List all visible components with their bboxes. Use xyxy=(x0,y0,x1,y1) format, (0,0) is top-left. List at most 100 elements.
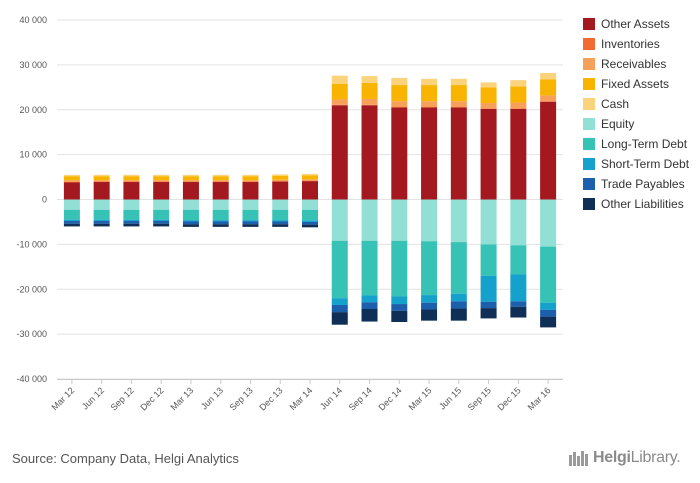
bar-inventories xyxy=(421,107,438,108)
bar-equity xyxy=(242,199,259,210)
bar-fixed-assets xyxy=(331,83,348,100)
x-tick-label: Dec 12 xyxy=(138,385,165,412)
bar-equity xyxy=(540,199,557,247)
bar-other-liabilities xyxy=(331,312,348,325)
bar-trade-payables xyxy=(391,304,408,311)
bar-inventories xyxy=(153,181,170,183)
legend: Other Assets Inventories Receivables Fixed … xyxy=(583,14,700,214)
x-tick-label: Jun 12 xyxy=(80,385,106,411)
bar-trade-payables xyxy=(242,221,259,225)
bar-long-term-debt xyxy=(153,209,170,220)
legend-item-cash[interactable]: Cash xyxy=(583,94,700,114)
bar-fixed-assets xyxy=(272,175,289,180)
bar-cash xyxy=(123,174,140,177)
bar-receivables xyxy=(182,180,199,182)
bar-trade-payables xyxy=(212,221,229,225)
legend-item-trade-payables[interactable]: Trade Payables xyxy=(583,174,700,194)
bar-short-term-debt xyxy=(272,220,289,222)
bar-other-assets xyxy=(212,181,229,200)
legend-swatch xyxy=(583,18,595,30)
bar-receivables xyxy=(540,95,557,102)
bar-other-liabilities xyxy=(182,224,199,227)
bar-short-term-debt xyxy=(331,298,348,305)
bar-long-term-debt xyxy=(361,240,378,296)
x-tick-label: Mar 13 xyxy=(168,385,195,412)
x-axis xyxy=(57,379,563,384)
bar-fixed-assets xyxy=(510,86,527,103)
bar-inventories xyxy=(480,108,497,109)
bar-inventories xyxy=(391,107,408,108)
bar-equity xyxy=(182,199,199,210)
bar-fixed-assets xyxy=(242,176,259,181)
bar-cash xyxy=(182,174,199,177)
bar-short-term-debt xyxy=(540,302,557,310)
bar-other-liabilities xyxy=(391,310,408,323)
legend-item-equity[interactable]: Equity xyxy=(583,114,700,134)
legend-swatch xyxy=(583,38,595,50)
bar-cash xyxy=(480,82,497,88)
bar-equity xyxy=(93,199,110,210)
logo-light-text: Library. xyxy=(630,449,681,466)
bar-receivables xyxy=(391,101,408,108)
x-tick-label: Sep 13 xyxy=(228,385,255,412)
bar-cash xyxy=(212,174,229,177)
bar-inventories xyxy=(242,181,259,183)
bar-inventories xyxy=(272,181,289,182)
y-tick-label: -30 000 xyxy=(16,329,47,339)
legend-swatch xyxy=(583,158,595,170)
bar-inventories xyxy=(212,181,229,183)
legend-item-fixed-assets[interactable]: Fixed Assets xyxy=(583,74,700,94)
x-tick-label: Jun 13 xyxy=(199,385,225,411)
x-tick-label: Sep 15 xyxy=(466,385,493,412)
y-tick-label: -20 000 xyxy=(16,284,47,294)
bar-inventories xyxy=(361,104,378,106)
bar-short-term-debt xyxy=(242,220,259,222)
bar-long-term-debt xyxy=(391,240,408,297)
legend-item-other-liabilities[interactable]: Other Liabilities xyxy=(583,194,700,214)
bar-receivables xyxy=(421,101,438,108)
bar-equity xyxy=(510,199,527,246)
bar-receivables xyxy=(480,103,497,109)
bar-equity xyxy=(272,199,289,210)
bar-other-liabilities xyxy=(421,309,438,321)
bar-receivables xyxy=(242,180,259,182)
legend-label: Other Liabilities xyxy=(601,197,684,211)
legend-item-inventories[interactable]: Inventories xyxy=(583,34,700,54)
bar-receivables xyxy=(331,99,348,105)
bar-other-assets xyxy=(182,181,199,200)
bar-inventories xyxy=(450,107,467,108)
bar-cash xyxy=(540,72,557,80)
legend-item-receivables[interactable]: Receivables xyxy=(583,54,700,74)
bar-long-term-debt xyxy=(510,245,527,275)
legend-item-other-assets[interactable]: Other Assets xyxy=(583,14,700,34)
x-tick-label: Mar 16 xyxy=(526,385,553,412)
bar-receivables xyxy=(510,102,527,109)
bar-fixed-assets xyxy=(391,85,408,102)
bar-trade-payables xyxy=(480,301,497,309)
legend-item-short-term-debt[interactable]: Short-Term Debt xyxy=(583,154,700,174)
bar-cash xyxy=(421,78,438,86)
bar-inventories xyxy=(123,181,140,183)
bar-other-assets xyxy=(302,181,318,200)
bar-inventories xyxy=(182,181,199,183)
bar-other-assets xyxy=(510,108,527,200)
bar-cash xyxy=(302,173,318,176)
bar-equity xyxy=(361,199,378,241)
bar-cash xyxy=(63,174,80,177)
legend-swatch xyxy=(583,138,595,150)
bar-long-term-debt xyxy=(272,209,289,221)
bar-fixed-assets xyxy=(302,175,318,180)
bar-trade-payables xyxy=(510,301,527,307)
legend-item-long-term-debt[interactable]: Long-Term Debt xyxy=(583,134,700,154)
bar-short-term-debt xyxy=(421,295,438,303)
bar-long-term-debt xyxy=(540,246,557,303)
bar-short-term-debt xyxy=(510,274,527,302)
bar-equity xyxy=(63,199,80,210)
bar-equity xyxy=(331,199,348,241)
bar-trade-payables xyxy=(540,309,557,317)
legend-swatch xyxy=(583,98,595,110)
bar-other-liabilities xyxy=(153,223,170,227)
bar-other-assets xyxy=(153,181,170,200)
bar-inventories xyxy=(93,181,110,183)
bar-long-term-debt xyxy=(421,241,438,296)
